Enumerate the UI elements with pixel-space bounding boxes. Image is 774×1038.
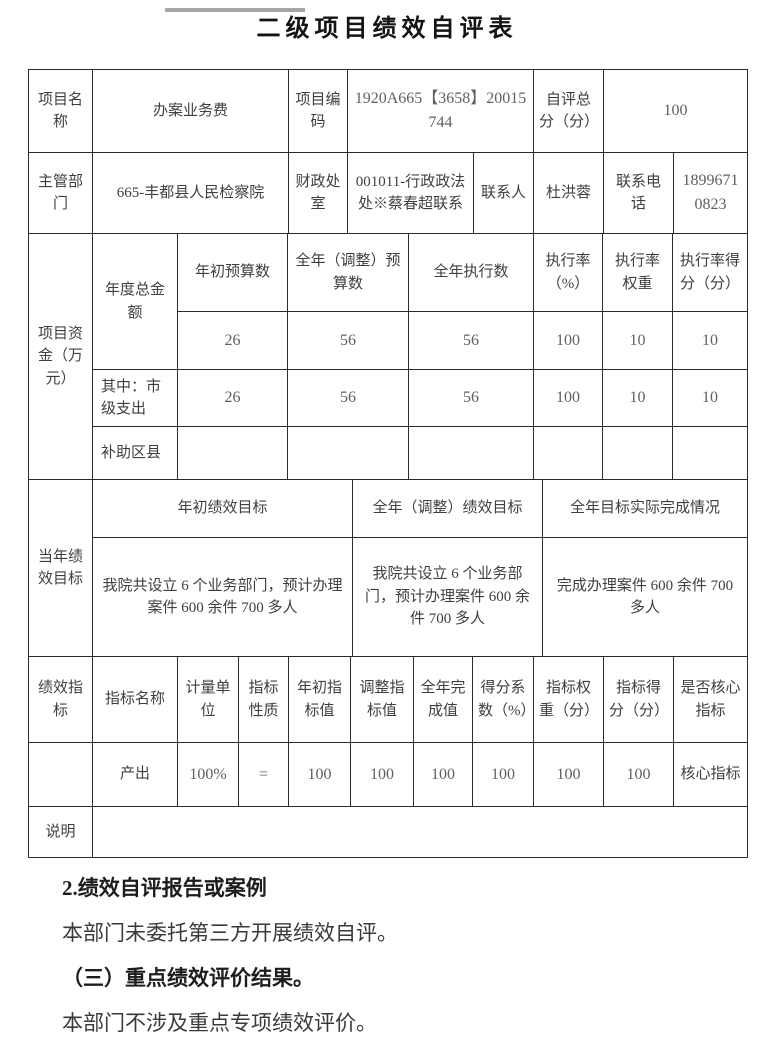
funds-total-value: 100	[533, 311, 603, 370]
goals-header-cell: 全年目标实际完成情况	[542, 479, 748, 538]
project-code-label: 项目编码	[288, 69, 348, 153]
remarks-content	[92, 806, 748, 858]
indicator-name-cell: 产出	[92, 742, 178, 807]
funds-district-value	[177, 426, 288, 480]
goals-header-cell: 全年（调整）绩效目标	[352, 479, 543, 538]
funds-header-cell: 全年（调整）预算数	[287, 233, 409, 312]
funds-city-value: 10	[672, 369, 748, 427]
evaluation-heading: （三）重点绩效评价结果。	[62, 966, 314, 990]
self-evaluation-form: 项目名称 办案业务费 项目编码 1920A665【3658】20015744 自…	[28, 69, 748, 858]
contact-label: 联系人	[473, 152, 534, 234]
phone-label: 联系电话	[603, 152, 674, 234]
contact-value: 杜洪蓉	[533, 152, 604, 234]
funds-city-value: 10	[602, 369, 673, 427]
goals-header-cell: 年初绩效目标	[92, 479, 353, 538]
indicator-value-cell: 100	[350, 742, 414, 807]
remarks-table: 说明	[28, 806, 748, 858]
indicators-header-cell: 计量单位	[177, 656, 239, 743]
funds-total-value: 10	[672, 311, 748, 370]
dept-value: 665-丰都县人民检察院	[92, 152, 289, 234]
indicators-row-section-cell	[28, 742, 93, 807]
finance-office-label: 财政处室	[288, 152, 348, 234]
goals-table: 当年绩效目标 年初绩效目标 全年（调整）绩效目标 全年目标实际完成情况 我院共设…	[28, 479, 748, 657]
report-text-section: 2.绩效自评报告或案例 本部门未委托第三方开展绩效自评。 （三）重点绩效评价结果…	[62, 873, 774, 1038]
indicator-value-cell: 100	[472, 742, 534, 807]
report-body-text: 本部门未委托第三方开展绩效自评。	[62, 921, 398, 945]
funds-total-value: 10	[602, 311, 673, 370]
page-top-edge-artifact	[165, 8, 305, 12]
indicators-header-cell: 指标权重（分）	[533, 656, 604, 743]
project-name-value: 办案业务费	[92, 69, 289, 153]
funds-city-value: 56	[408, 369, 534, 427]
indicators-table: 绩效指标 指标名称 计量单位 指标性质 年初指标值 调整指标值 全年完成值 得分…	[28, 656, 748, 807]
funds-header-cell: 执行率得分（分）	[672, 233, 748, 312]
funds-total-value: 56	[408, 311, 534, 370]
indicators-section-label: 绩效指标	[28, 656, 93, 743]
self-score-value: 100	[603, 69, 748, 153]
funds-total-label: 年度总金额	[92, 233, 178, 370]
funds-city-value: 56	[287, 369, 409, 427]
funds-city-value: 26	[177, 369, 288, 427]
indicators-header-cell: 年初指标值	[288, 656, 351, 743]
funds-district-label: 补助区县	[92, 426, 178, 480]
indicator-value-cell: 100	[533, 742, 604, 807]
funds-city-label: 其中：市级支出	[92, 369, 178, 427]
indicator-value-cell: 100	[603, 742, 674, 807]
page-title: 二级项目绩效自评表	[256, 16, 518, 42]
indicators-header-cell: 指标得分（分）	[603, 656, 674, 743]
funds-district-value	[672, 426, 748, 480]
funds-district-value	[602, 426, 673, 480]
remarks-label: 说明	[28, 806, 93, 858]
funds-table: 项目资金（万元） 年度总金额 年初预算数 全年（调整）预算数 全年执行数 执行率…	[28, 233, 748, 480]
finance-office-value: 001011-行政政法处※蔡春超联系	[347, 152, 474, 234]
indicator-core-cell: 核心指标	[673, 742, 748, 807]
phone-value: 18996710823	[673, 152, 748, 234]
funds-district-value	[533, 426, 603, 480]
indicators-header-cell: 指标性质	[238, 656, 289, 743]
indicators-header-cell: 全年完成值	[413, 656, 473, 743]
goals-section-label: 当年绩效目标	[28, 479, 93, 657]
indicator-nature-cell: =	[238, 742, 289, 807]
funds-district-value	[287, 426, 409, 480]
funds-header-cell: 全年执行数	[408, 233, 534, 312]
funds-header-cell: 年初预算数	[177, 233, 288, 312]
funds-header-cell: 执行率权重	[602, 233, 673, 312]
report-heading: 2.绩效自评报告或案例	[62, 876, 267, 900]
self-score-label: 自评总分（分）	[533, 69, 604, 153]
goals-value-cell: 我院共设立 6 个业务部门，预计办理案件 600 余件 700 多人	[92, 537, 353, 657]
funds-district-value	[408, 426, 534, 480]
indicators-header-cell: 调整指标值	[350, 656, 414, 743]
project-info-table: 项目名称 办案业务费 项目编码 1920A665【3658】20015744 自…	[28, 69, 748, 234]
indicator-unit-cell: 100%	[177, 742, 239, 807]
indicators-header-cell: 得分系数（%）	[472, 656, 534, 743]
funds-city-value: 100	[533, 369, 603, 427]
indicators-header-cell: 指标名称	[92, 656, 178, 743]
project-name-label: 项目名称	[28, 69, 93, 153]
goals-value-cell: 我院共设立 6 个业务部门，预计办理案件 600 余件 700 多人	[352, 537, 543, 657]
project-code-value: 1920A665【3658】20015744	[347, 69, 534, 153]
indicators-header-cell: 是否核心指标	[673, 656, 748, 743]
funds-section-label: 项目资金（万元）	[28, 233, 93, 480]
funds-header-cell: 执行率（%）	[533, 233, 603, 312]
indicator-value-cell: 100	[288, 742, 351, 807]
funds-total-value: 26	[177, 311, 288, 370]
dept-label: 主管部门	[28, 152, 93, 234]
indicator-value-cell: 100	[413, 742, 473, 807]
evaluation-body-text: 本部门不涉及重点专项绩效评价。	[62, 1011, 377, 1035]
funds-total-value: 56	[287, 311, 409, 370]
goals-value-cell: 完成办理案件 600 余件 700 多人	[542, 537, 748, 657]
